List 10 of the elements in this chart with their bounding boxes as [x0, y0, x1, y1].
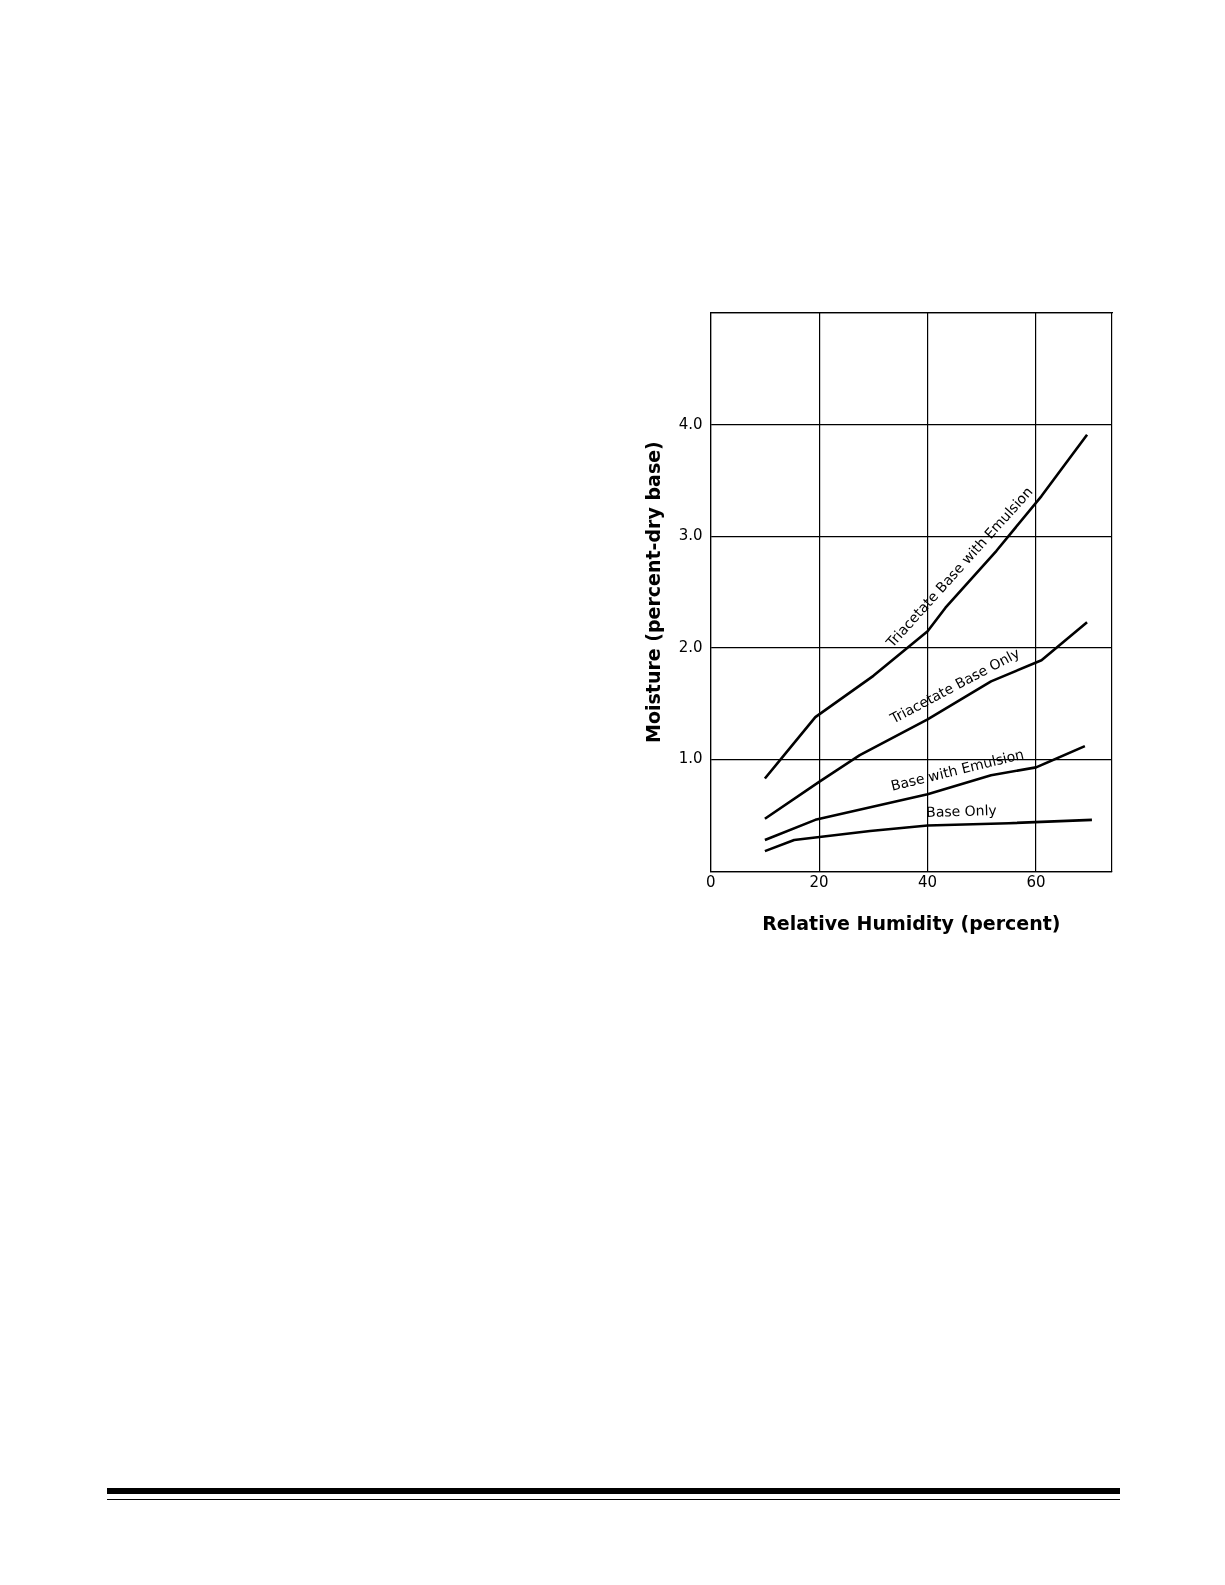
y-tick-label: 2.0	[678, 637, 703, 656]
y-axis-title: Moisture (percent-dry base)	[642, 441, 665, 743]
y-tick-label: 1.0	[678, 749, 703, 768]
y-tick-label: 4.0	[678, 414, 703, 433]
x-axis-title: Relative Humidity (percent)	[762, 911, 1061, 934]
x-tick-label: 60	[1026, 873, 1046, 892]
x-tick-label: 0	[705, 873, 716, 892]
x-tick-label: 20	[809, 873, 829, 892]
x-tick-label: 40	[918, 873, 938, 892]
y-tick-label: 3.0	[678, 526, 703, 545]
